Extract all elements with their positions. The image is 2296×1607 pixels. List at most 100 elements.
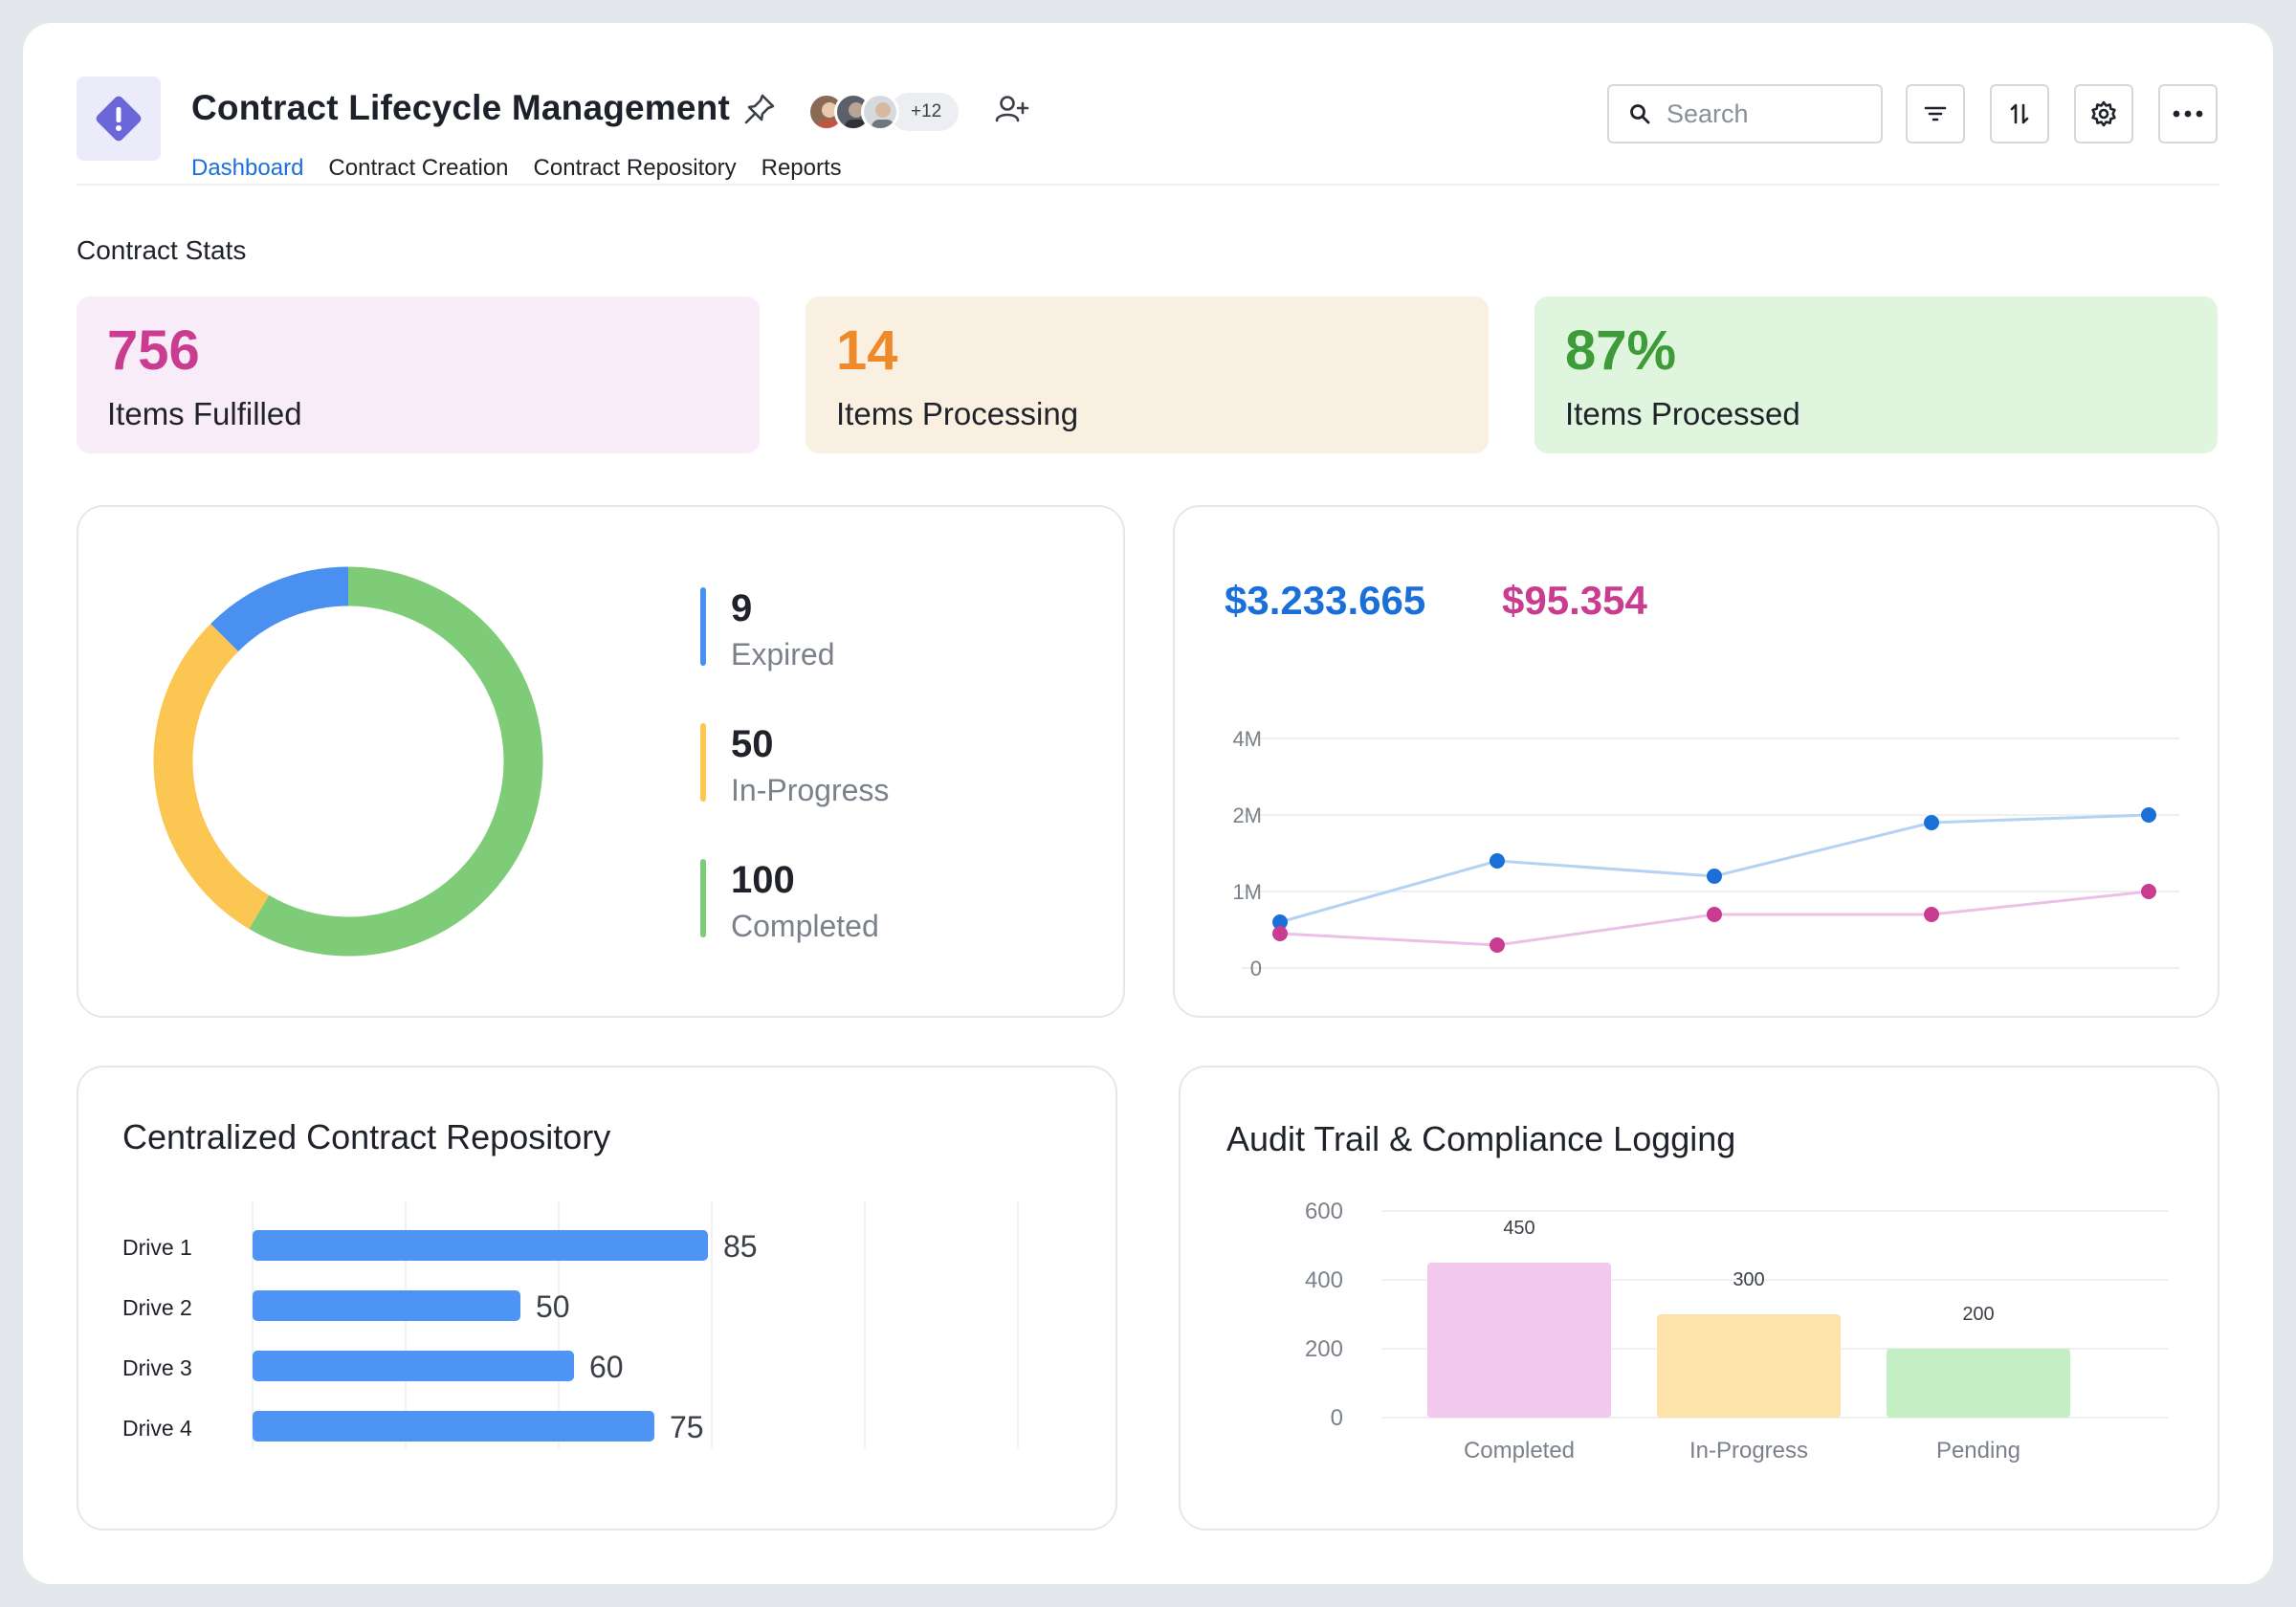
- data-point: [1707, 907, 1722, 922]
- more-members-badge[interactable]: +12: [890, 93, 960, 131]
- bar-pending: [1887, 1349, 2070, 1418]
- more-icon: [2173, 110, 2203, 118]
- secondary-value: $95.354: [1502, 578, 1647, 623]
- legend-bar: [700, 859, 706, 937]
- legend-bar: [700, 587, 706, 666]
- y-tick-label: 4M: [1232, 727, 1262, 751]
- app-title: Contract Lifecycle Management: [191, 88, 731, 127]
- category-label: Drive 1: [122, 1235, 192, 1260]
- stat-card-processed: 87% Items Processed: [1534, 297, 2218, 453]
- donut-slice-expired: [210, 566, 349, 652]
- bar-in-progress: [1657, 1314, 1841, 1418]
- sort-button[interactable]: [1990, 84, 2049, 143]
- avatar[interactable]: [861, 93, 899, 131]
- contract-value-panel: $3.233.665 $95.354 4M 2M 1M 0: [1173, 505, 2219, 1018]
- tab-dashboard[interactable]: Dashboard: [191, 155, 304, 181]
- bar-drive-2: [253, 1290, 520, 1321]
- bar-drive-3: [253, 1351, 574, 1381]
- legend-item-in-progress: 50 In-Progress: [700, 723, 889, 808]
- search-input[interactable]: [1667, 99, 1858, 129]
- y-tick-label: 0: [1331, 1405, 1343, 1431]
- panel-title: Centralized Contract Repository: [122, 1117, 611, 1156]
- bar-value-label: 200: [1962, 1304, 1994, 1325]
- bar-value-label: 85: [723, 1229, 758, 1264]
- category-label: Drive 2: [122, 1295, 192, 1320]
- category-label: Pending: [1936, 1438, 2020, 1464]
- data-point: [1272, 926, 1288, 941]
- sort-icon: [2010, 103, 2029, 124]
- y-tick-label: 0: [1250, 957, 1262, 980]
- audit-bar-chart: 600 400 200 0 450 Completed 300 In-Progress 200 P…: [1305, 1199, 2168, 1464]
- data-point: [1490, 937, 1505, 953]
- y-tick-label: 600: [1305, 1199, 1343, 1224]
- legend-item-expired: 9 Expired: [700, 587, 835, 672]
- stat-card-processing: 14 Items Processing: [806, 297, 1489, 453]
- app-logo: [77, 77, 161, 161]
- bar-value-label: 300: [1733, 1269, 1764, 1290]
- category-label: Drive 4: [122, 1416, 192, 1441]
- bar-completed: [1427, 1263, 1611, 1418]
- legend-value: 100: [731, 859, 795, 901]
- repository-bar-chart: Drive 1 85 Drive 2 50 Drive 3 60 Drive 4 75: [122, 1201, 1019, 1448]
- category-label: Completed: [1464, 1438, 1575, 1464]
- legend-label: Expired: [731, 637, 835, 671]
- total-value: $3.233.665: [1225, 578, 1426, 623]
- data-point: [1707, 869, 1722, 884]
- bar-drive-1: [253, 1230, 708, 1261]
- repository-panel: Centralized Contract Repository Drive 1 8…: [77, 1066, 1117, 1530]
- legend-value: 50: [731, 723, 774, 765]
- status-donut-chart: [153, 566, 543, 957]
- tab-contract-repository[interactable]: Contract Repository: [533, 155, 737, 181]
- tab-contract-creation[interactable]: Contract Creation: [328, 155, 509, 181]
- data-point: [2141, 807, 2156, 823]
- data-point: [1272, 914, 1288, 930]
- bar-value-label: 75: [670, 1410, 704, 1444]
- data-point: [1490, 853, 1505, 869]
- stat-label: Items Processing: [836, 396, 1079, 431]
- member-avatars[interactable]: +12: [807, 92, 960, 132]
- stat-label: Items Processed: [1565, 396, 1800, 431]
- data-point: [1924, 815, 1939, 830]
- bar-drive-4: [253, 1411, 654, 1442]
- category-label: In-Progress: [1689, 1438, 1808, 1464]
- audit-panel: Audit Trail & Compliance Logging 600 400 2…: [1179, 1066, 2219, 1530]
- stat-value: 14: [836, 319, 898, 382]
- legend-value: 9: [731, 587, 753, 629]
- y-tick-label: 1M: [1232, 880, 1262, 904]
- search-icon: [1630, 104, 1650, 124]
- warning-diamond-icon: [96, 96, 142, 142]
- legend-bar: [700, 723, 706, 802]
- legend-item-completed: 100 Completed: [700, 859, 879, 944]
- search-box[interactable]: [1607, 84, 1883, 143]
- stat-card-fulfilled: 756 Items Fulfilled: [77, 297, 760, 453]
- y-tick-label: 400: [1305, 1267, 1343, 1293]
- stat-value: 87%: [1565, 319, 1677, 382]
- data-point: [1924, 907, 1939, 922]
- panel-title: Audit Trail & Compliance Logging: [1226, 1119, 1736, 1158]
- donut-slice-completed: [249, 566, 543, 957]
- y-tick-label: 200: [1305, 1336, 1343, 1362]
- more-options-button[interactable]: [2158, 84, 2218, 143]
- settings-icon: [2091, 100, 2116, 127]
- nav-tabs: Dashboard Contract Creation Contract Rep…: [191, 155, 842, 182]
- add-user-icon[interactable]: [991, 90, 1031, 130]
- contract-status-panel: 9 Expired 50 In-Progress 100 Completed: [77, 505, 1125, 1018]
- legend-label: Completed: [731, 909, 879, 943]
- y-tick-label: 2M: [1232, 804, 1262, 827]
- donut-slice-in-progress: [153, 624, 270, 930]
- category-label: Drive 3: [122, 1355, 192, 1380]
- data-point: [2141, 884, 2156, 899]
- settings-button[interactable]: [2074, 84, 2133, 143]
- filter-button[interactable]: [1906, 84, 1965, 143]
- stat-value: 756: [107, 319, 200, 382]
- filter-icon: [1924, 106, 1947, 121]
- value-trend-line-chart: 4M 2M 1M 0: [1232, 727, 2179, 980]
- bar-value-label: 450: [1503, 1218, 1534, 1239]
- tab-reports[interactable]: Reports: [761, 155, 842, 181]
- pin-icon[interactable]: [740, 90, 779, 128]
- bar-value-label: 60: [589, 1350, 624, 1384]
- legend-label: In-Progress: [731, 773, 890, 807]
- bar-value-label: 50: [536, 1289, 570, 1324]
- header-divider: [77, 184, 2219, 186]
- app-window: Contract Lifecycle Management +12 Dashbo…: [23, 23, 2273, 1584]
